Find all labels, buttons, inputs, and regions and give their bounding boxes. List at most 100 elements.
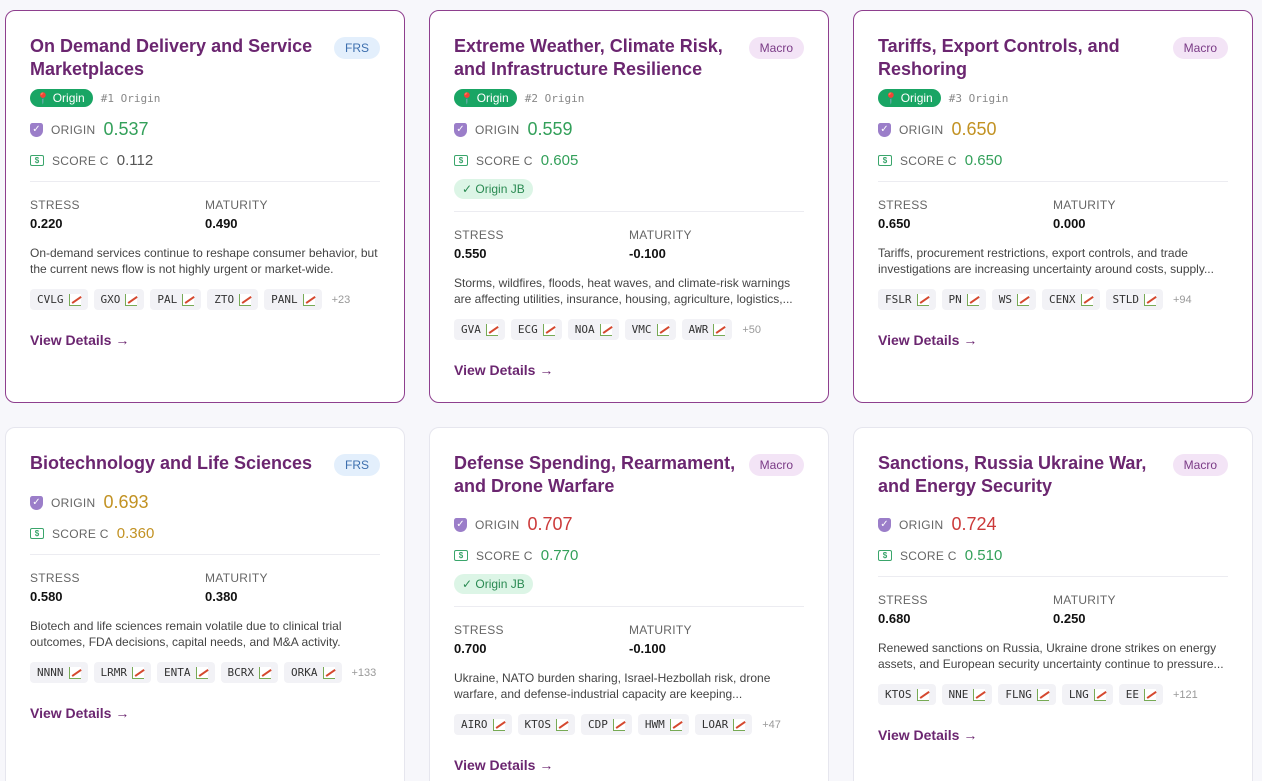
chart-icon — [1080, 293, 1093, 306]
ticker-chip[interactable]: GVA — [454, 319, 505, 340]
ticker-chip[interactable]: HWM — [637, 714, 689, 735]
ticker-symbol: WS — [998, 293, 1012, 306]
ticker-chip[interactable]: FSLR — [878, 289, 936, 310]
ticker-chip[interactable]: AIRO — [454, 714, 512, 735]
pin-icon: 📍 — [460, 92, 474, 105]
origin-jb-badge: ✓ Origin JB — [454, 179, 533, 199]
origin-rank: #3 Origin — [948, 91, 1009, 105]
ticker-symbol: PANL — [271, 293, 298, 306]
stress-label: STRESS — [878, 593, 928, 607]
card-description: On-demand services continue to reshape c… — [30, 246, 378, 276]
chart-icon — [916, 293, 929, 306]
ticker-chip[interactable]: PANL — [264, 289, 322, 310]
view-details-link[interactable]: View Details → — [30, 705, 130, 721]
ticker-chip[interactable]: ORKA — [284, 662, 342, 683]
maturity-label: MATURITY — [629, 228, 692, 242]
ticker-chip[interactable]: ENTA — [157, 662, 215, 683]
ticker-list: AIRO KTOS CDP HWM LOAR +47 — [454, 714, 804, 735]
cash-icon: $ — [30, 528, 44, 539]
view-details-link[interactable]: View Details → — [454, 362, 554, 378]
ticker-chip[interactable]: GXO — [93, 289, 145, 310]
ticker-chip[interactable]: PAL — [150, 289, 202, 310]
ticker-chip[interactable]: BCRX — [220, 662, 278, 683]
ticker-chip[interactable]: KTOS — [517, 714, 575, 735]
ticker-symbol: KTOS — [524, 718, 552, 731]
chart-icon — [195, 666, 208, 679]
cash-icon: $ — [454, 155, 468, 166]
ticker-chip[interactable]: CVLG — [30, 289, 88, 310]
ticker-chip[interactable]: NNE — [941, 684, 993, 705]
maturity-label: MATURITY — [205, 571, 268, 585]
theme-card[interactable]: Extreme Weather, Climate Risk, and Infra… — [429, 10, 829, 403]
ticker-symbol: LNG — [1068, 688, 1089, 701]
chart-icon — [259, 666, 271, 679]
ticker-chip[interactable]: NOA — [567, 319, 619, 340]
origin-metric-label: ORIGIN — [51, 495, 96, 510]
cash-icon: $ — [30, 155, 44, 166]
chart-icon — [302, 293, 315, 306]
card-title[interactable]: On Demand Delivery and Service Marketpla… — [30, 36, 313, 79]
view-details-link[interactable]: View Details → — [878, 332, 978, 348]
score-label: SCORE C — [900, 548, 957, 563]
theme-card[interactable]: On Demand Delivery and Service Marketpla… — [5, 10, 405, 403]
chart-icon — [599, 323, 612, 336]
chart-icon — [1144, 293, 1156, 306]
ticker-symbol: ZTO — [214, 293, 235, 306]
theme-card[interactable]: Biotechnology and Life Sciences FRS ✓ OR… — [5, 427, 405, 781]
ticker-chip[interactable]: FLNG — [998, 684, 1056, 705]
ticker-symbol: FSLR — [885, 293, 912, 306]
theme-card[interactable]: Sanctions, Russia Ukraine War, and Energ… — [853, 427, 1253, 781]
maturity-label: MATURITY — [1053, 593, 1116, 607]
card-description: Biotech and life sciences remain volatil… — [30, 619, 342, 649]
card-title[interactable]: Sanctions, Russia Ukraine War, and Energ… — [878, 453, 1147, 496]
score-label: SCORE C — [52, 526, 109, 541]
card-description: Ukraine, NATO burden sharing, Israel-Hez… — [454, 671, 771, 701]
ticker-chip[interactable]: CDP — [581, 714, 632, 735]
ticker-chip[interactable]: NNNN — [30, 662, 88, 683]
ticker-chip[interactable]: ECG — [510, 319, 562, 340]
card-title[interactable]: Extreme Weather, Climate Risk, and Infra… — [454, 36, 723, 79]
ticker-chip[interactable]: ZTO — [207, 289, 259, 310]
chart-icon — [125, 293, 138, 306]
ticker-chip[interactable]: LNG — [1061, 684, 1113, 705]
card-title[interactable]: Tariffs, Export Controls, and Reshoring — [878, 36, 1120, 79]
origin-value: 0.693 — [103, 492, 149, 512]
stress-label: STRESS — [454, 623, 504, 637]
ticker-chip[interactable]: CENX — [1042, 289, 1100, 310]
ticker-chip[interactable]: LOAR — [694, 714, 753, 735]
origin-rank: #2 Origin — [524, 91, 585, 105]
ticker-chip[interactable]: LRMR — [93, 662, 151, 683]
more-tickers-count: +50 — [742, 323, 762, 336]
ticker-list: KTOS NNE FLNG LNG EE +121 — [878, 684, 1228, 705]
ticker-symbol: ECG — [517, 323, 538, 336]
ticker-chip[interactable]: AWR — [681, 319, 733, 340]
chart-icon — [973, 688, 986, 701]
ticker-chip[interactable]: PN — [941, 289, 986, 310]
maturity-value: 0.380 — [205, 589, 238, 604]
ticker-chip[interactable]: STLD — [1105, 289, 1163, 310]
score-label: SCORE C — [476, 153, 533, 168]
stress-label: STRESS — [454, 228, 504, 242]
ticker-symbol: ORKA — [291, 666, 318, 679]
card-title[interactable]: Biotechnology and Life Sciences — [30, 453, 313, 473]
card-title[interactable]: Defense Spending, Rearmament, and Drone … — [454, 453, 736, 496]
origin-value: 0.537 — [103, 119, 149, 139]
divider — [30, 554, 380, 555]
chart-icon — [132, 666, 144, 679]
chart-icon — [68, 666, 81, 679]
origin-rank: #1 Origin — [100, 91, 161, 105]
ticker-chip[interactable]: EE — [1118, 684, 1163, 705]
view-details-link[interactable]: View Details → — [30, 332, 130, 348]
chart-icon — [1093, 688, 1106, 701]
view-details-link[interactable]: View Details → — [878, 727, 978, 743]
ticker-chip[interactable]: VMC — [624, 319, 676, 340]
ticker-symbol: PAL — [157, 293, 178, 306]
ticker-chip[interactable]: WS — [991, 289, 1036, 310]
ticker-symbol: LOAR — [701, 718, 729, 731]
theme-card[interactable]: Tariffs, Export Controls, and Reshoring … — [853, 10, 1253, 403]
chart-icon — [322, 666, 335, 679]
chart-icon — [713, 323, 726, 336]
ticker-chip[interactable]: KTOS — [878, 684, 936, 705]
view-details-link[interactable]: View Details → — [454, 757, 554, 773]
theme-card[interactable]: Defense Spending, Rearmament, and Drone … — [429, 427, 829, 781]
